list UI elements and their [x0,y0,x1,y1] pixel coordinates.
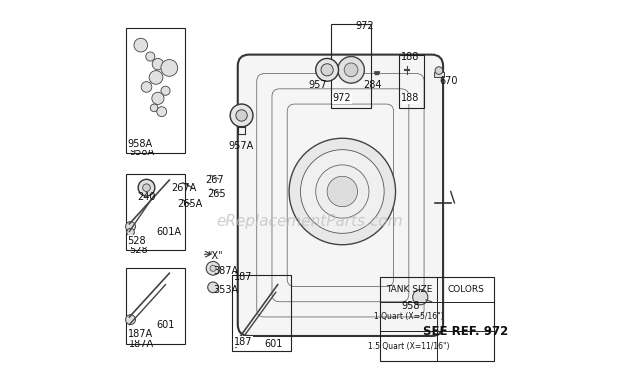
Circle shape [206,262,220,275]
Text: 1 Quart (X=5/16"): 1 Quart (X=5/16") [374,312,444,321]
Circle shape [146,52,155,61]
Circle shape [161,60,178,76]
Text: 267: 267 [205,175,224,185]
Text: COLORS: COLORS [448,285,484,294]
Text: 601: 601 [264,339,283,349]
Circle shape [344,63,358,77]
Text: 957: 957 [308,80,327,90]
Text: 972: 972 [333,93,352,103]
Text: 284: 284 [363,80,382,90]
Circle shape [289,138,396,245]
Text: 972: 972 [356,21,374,31]
Circle shape [126,228,135,236]
Text: 240: 240 [137,192,156,202]
Circle shape [321,64,333,76]
Circle shape [316,165,369,218]
Circle shape [141,82,152,92]
Text: 1.5 Quart (X=11/16"): 1.5 Quart (X=11/16") [368,342,450,350]
Circle shape [126,221,136,231]
Circle shape [161,86,170,95]
Bar [399,55,424,108]
Text: 265A: 265A [177,199,202,209]
Circle shape [157,107,167,116]
Bar [331,24,371,108]
Text: 353A: 353A [213,285,238,295]
Circle shape [134,38,148,52]
Text: 187: 187 [234,272,252,282]
Text: 528: 528 [130,246,148,255]
Text: TANK SIZE: TANK SIZE [386,285,432,294]
Text: 958: 958 [401,301,420,311]
Circle shape [236,110,247,121]
Text: 957A: 957A [228,141,254,151]
Text: 958A: 958A [128,139,153,149]
Text: 601A: 601A [156,227,181,237]
Circle shape [301,150,384,233]
Text: 267A: 267A [171,183,197,193]
Text: 958A: 958A [130,147,154,157]
Text: 265: 265 [207,189,226,199]
Circle shape [152,59,164,70]
Bar [126,268,185,344]
Circle shape [152,92,164,105]
Text: 528: 528 [128,236,146,246]
Text: 188: 188 [401,93,420,103]
Bar [126,28,185,154]
Circle shape [143,184,150,192]
Circle shape [327,176,358,207]
Circle shape [126,315,136,324]
Circle shape [413,290,428,305]
Circle shape [230,104,253,127]
Circle shape [208,282,218,293]
Bar [232,275,291,351]
Circle shape [149,70,163,84]
Bar [126,174,185,250]
Text: 187A: 187A [130,339,154,349]
Circle shape [435,67,443,74]
Text: 187A: 187A [128,329,153,339]
Text: 670: 670 [440,76,458,86]
FancyBboxPatch shape [237,55,443,336]
Text: 187: 187 [234,337,252,347]
Text: 188: 188 [401,52,420,62]
Bar [433,72,444,77]
Circle shape [138,179,155,196]
Text: 387A: 387A [213,266,238,277]
Text: eReplacementParts.com: eReplacementParts.com [216,214,404,229]
Text: SEE REF. 972: SEE REF. 972 [423,325,508,338]
Circle shape [210,265,216,271]
Text: 601: 601 [156,320,174,331]
Circle shape [150,104,158,112]
Bar [380,277,494,361]
Circle shape [316,59,339,81]
Circle shape [338,57,365,83]
Text: "X": "X" [207,251,223,261]
